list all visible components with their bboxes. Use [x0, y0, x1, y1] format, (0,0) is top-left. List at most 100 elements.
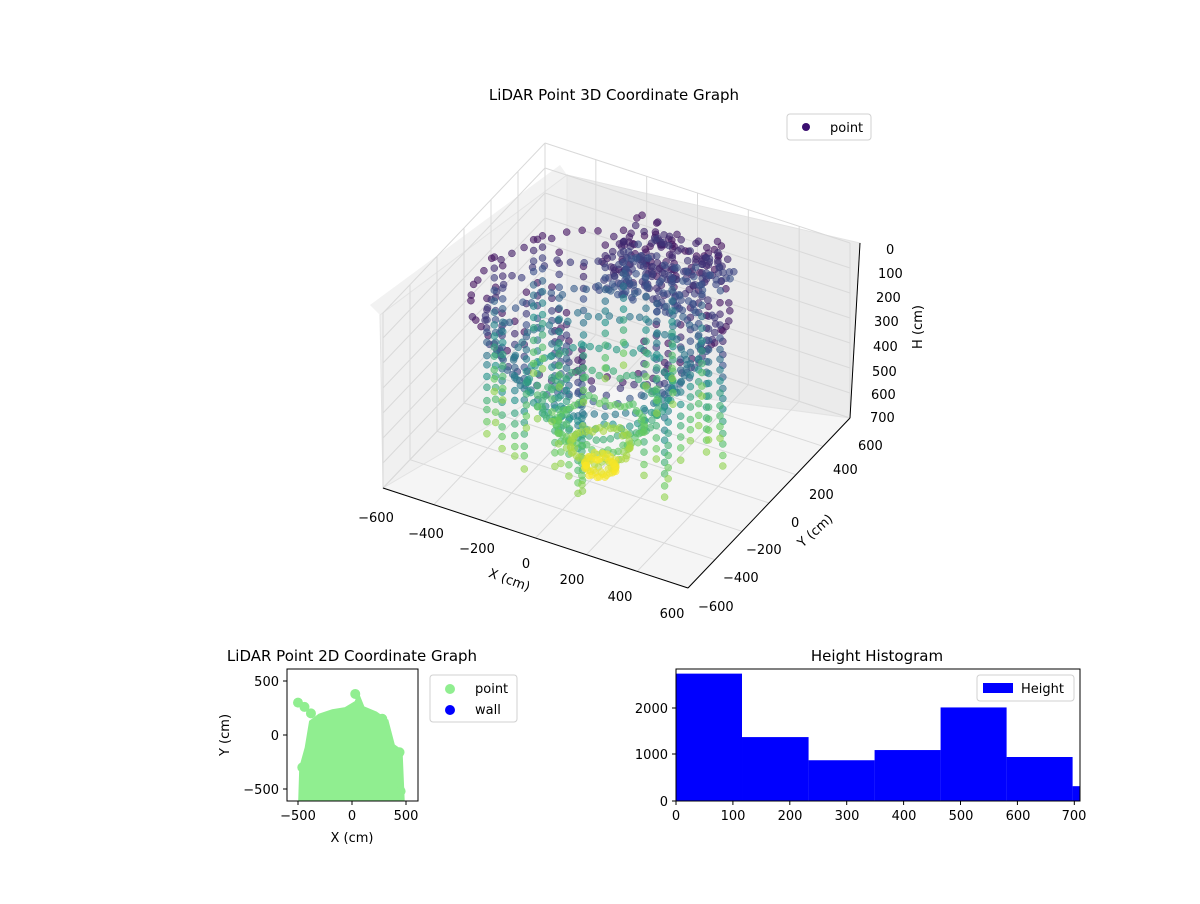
cloud-point: [558, 290, 567, 299]
grid-line: [382, 267, 546, 439]
cloud-point: [490, 253, 499, 261]
cloud-point: [686, 403, 695, 411]
cloud-point: [522, 401, 531, 409]
cloud-point: [652, 434, 661, 442]
legend-marker-wall: [445, 705, 455, 715]
cloud-point: [619, 305, 628, 313]
z-axis-line: [849, 242, 861, 419]
histogram-title: Height Histogram: [811, 647, 943, 665]
cloud-point: [579, 422, 587, 430]
cloud-point: [529, 291, 538, 300]
cloud-point: [587, 377, 596, 385]
cloud-point: [716, 434, 724, 443]
x-tick: 400: [892, 809, 917, 824]
cloud-point: [551, 376, 560, 384]
x-tick: 300: [835, 809, 860, 824]
cloud-point: [629, 296, 637, 304]
histogram-bar: [940, 707, 1007, 801]
cloud-point: [668, 340, 676, 348]
cloud-point: [730, 268, 738, 276]
cloud-point: [555, 361, 563, 370]
cloud-point: [677, 245, 685, 253]
cloud-point: [676, 388, 685, 396]
cloud-point: [640, 460, 648, 469]
cloud-point: [562, 331, 571, 339]
z-axis-label: H (cm): [911, 305, 926, 349]
cloud-point: [574, 309, 582, 317]
histogram-bars: [676, 673, 1080, 801]
cloud-point: [702, 448, 711, 456]
cloud-point: [703, 243, 711, 252]
cloud-point: [511, 329, 519, 338]
cloud-point: [631, 289, 639, 298]
cloud-point: [619, 282, 628, 291]
cloud-point: [635, 313, 644, 322]
cloud-point: [653, 396, 661, 404]
cloud-point: [490, 321, 499, 329]
cloud-point: [676, 433, 685, 441]
cloud-point: [640, 471, 648, 480]
cloud-point: [626, 422, 634, 431]
cloud-point: [538, 277, 547, 285]
cloud-point: [548, 417, 556, 426]
cloud-point: [622, 371, 631, 380]
cloud-point: [712, 276, 721, 284]
cloud-point: [715, 263, 723, 272]
cloud-point: [716, 389, 724, 397]
cloud-point: [660, 493, 669, 501]
cloud-point: [594, 282, 603, 290]
cloud-point: [704, 346, 713, 354]
cloud-point: [483, 304, 492, 312]
legend-label-point: point: [830, 121, 863, 136]
cloud-point: [686, 425, 695, 434]
cloud-point: [679, 313, 687, 321]
histogram-frame: [675, 668, 1081, 802]
cloud-point: [490, 352, 499, 360]
cloud-point: [683, 256, 692, 265]
cloud-point: [644, 254, 653, 262]
cloud-point: [594, 257, 602, 265]
cloud-point: [529, 267, 538, 276]
cloud-point: [642, 304, 650, 313]
cloud-point: [642, 360, 650, 369]
cloud-point: [678, 306, 687, 315]
cloud-point: [677, 378, 686, 386]
cloud-point: [723, 255, 732, 264]
cloud-point: [601, 341, 610, 349]
cloud-point: [584, 312, 592, 321]
cloud-point: [517, 273, 526, 282]
cloud-point: [498, 396, 507, 404]
cloud-point: [519, 298, 527, 306]
cloud-point: [601, 307, 610, 315]
cloud-point: [676, 456, 685, 464]
cloud-point: [522, 321, 531, 329]
cloud-point: [652, 455, 661, 463]
chart-2d-title: LiDAR Point 2D Coordinate Graph: [227, 647, 477, 665]
cloud-point: [520, 465, 529, 473]
cloud-point: [664, 418, 672, 426]
cloud-point: [686, 415, 695, 424]
cloud-point: [642, 293, 650, 301]
z-tick: 600: [871, 388, 896, 403]
cloud-point: [698, 382, 706, 390]
y-tick: 200: [809, 488, 834, 503]
cloud-point: [577, 340, 586, 348]
cloud-point: [601, 318, 610, 327]
cloud-point: [704, 369, 713, 378]
cloud-point: [529, 348, 538, 356]
cloud-point: [640, 404, 648, 413]
cloud-point: [610, 232, 618, 241]
cloud-point: [601, 263, 610, 272]
cloud-point: [529, 302, 538, 310]
cloud-point: [668, 364, 676, 373]
cloud-point: [498, 411, 506, 419]
y-tick: 600: [858, 439, 883, 454]
cloud-point: [498, 423, 506, 431]
cloud-point: [673, 230, 681, 239]
legend-marker-height: [983, 683, 1013, 693]
y-tick: 400: [833, 463, 858, 478]
cloud-point: [562, 374, 570, 382]
cloud-point: [653, 317, 661, 326]
cloud-point: [565, 461, 573, 469]
